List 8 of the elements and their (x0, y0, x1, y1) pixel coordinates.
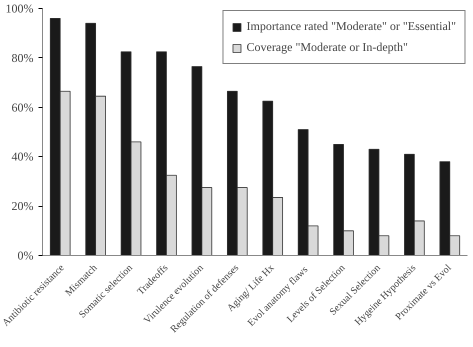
y-tick-label: 20% (12, 199, 34, 214)
y-tick-label: 80% (12, 50, 34, 65)
y-tick-label: 0% (18, 248, 34, 262)
legend-label: Coverage "Moderate or In-depth" (246, 40, 408, 55)
y-tick-label: 40% (12, 150, 34, 164)
legend-label: Importance rated "Moderate" or "Essential" (246, 19, 456, 34)
y-tick-label: 60% (12, 100, 34, 114)
y-tick-label: 100% (6, 2, 34, 16)
